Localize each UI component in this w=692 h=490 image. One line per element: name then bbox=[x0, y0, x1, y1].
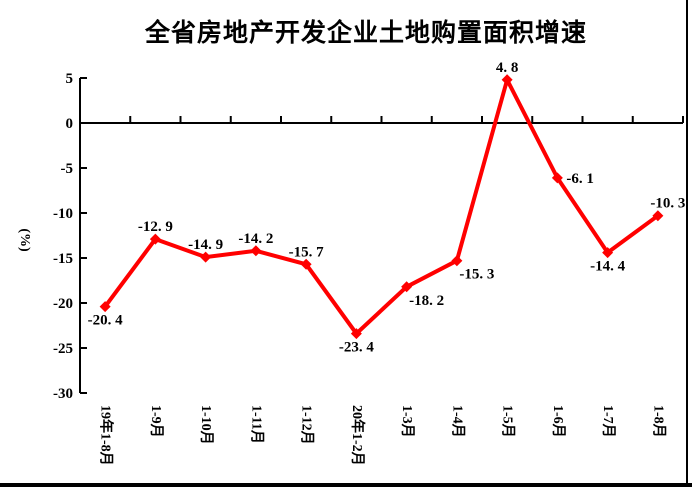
x-axis-label: 1-10月 bbox=[198, 405, 214, 445]
data-point-marker bbox=[602, 247, 614, 259]
data-point-label: -14. 9 bbox=[188, 237, 223, 253]
data-point-marker bbox=[551, 172, 563, 184]
x-axis-label: 1-4月 bbox=[449, 405, 465, 438]
data-point-marker bbox=[350, 328, 362, 340]
x-axis-label: 1-5月 bbox=[500, 405, 516, 438]
data-point-marker bbox=[401, 281, 413, 293]
data-point-label: -20. 4 bbox=[88, 313, 123, 329]
data-point-label: -12. 9 bbox=[138, 219, 173, 235]
y-axis-tick-label: 5 bbox=[66, 71, 74, 87]
data-point-label: -18. 2 bbox=[409, 293, 444, 309]
frame-border-bottom bbox=[0, 483, 692, 487]
data-point-label: -15. 7 bbox=[289, 244, 324, 260]
x-axis-label: 1-9月 bbox=[148, 405, 164, 438]
data-point-marker bbox=[99, 301, 111, 313]
x-axis-label: 1-3月 bbox=[399, 405, 415, 438]
data-point-marker bbox=[501, 74, 513, 86]
data-point-marker bbox=[149, 233, 161, 245]
data-point-label: -14. 2 bbox=[238, 231, 273, 247]
data-point-marker bbox=[250, 245, 262, 257]
data-point-label: -10. 3 bbox=[650, 196, 685, 212]
x-axis-label: 1-11月 bbox=[248, 405, 264, 444]
series-line bbox=[103, 74, 660, 337]
x-axis-label: 1-8月 bbox=[650, 405, 666, 438]
data-point-marker bbox=[300, 258, 312, 270]
data-point-label: -14. 4 bbox=[590, 259, 625, 275]
x-axis-label: 1-12月 bbox=[299, 405, 315, 445]
y-axis-tick-label: 0 bbox=[66, 116, 74, 132]
y-axis-tick-label: -30 bbox=[53, 386, 73, 402]
x-axis-label: 1-6月 bbox=[550, 405, 566, 438]
data-point-marker bbox=[200, 251, 212, 263]
chart-title: 全省房地产开发企业土地购置面积增速 bbox=[144, 19, 587, 47]
data-point-label: -23. 4 bbox=[339, 340, 374, 356]
x-axis-label: 19年1-8月 bbox=[98, 405, 115, 466]
data-point-marker bbox=[451, 255, 463, 267]
x-axis-label: 1-7月 bbox=[600, 405, 616, 438]
y-axis-tick-label: -25 bbox=[53, 341, 73, 357]
data-point-label: 4. 8 bbox=[496, 60, 519, 76]
frame-border-right bbox=[686, 0, 688, 487]
x-axis-label: 20年1-2月 bbox=[349, 405, 366, 466]
y-axis-tick-label: -20 bbox=[53, 296, 73, 312]
data-point-marker bbox=[652, 210, 664, 222]
y-axis-tick-label: -10 bbox=[53, 206, 73, 222]
data-point-label: -6. 1 bbox=[566, 171, 594, 187]
y-axis-tick-label: -5 bbox=[61, 161, 74, 177]
y-axis-tick-label: -15 bbox=[53, 251, 73, 267]
data-point-label: -15. 3 bbox=[459, 267, 494, 283]
